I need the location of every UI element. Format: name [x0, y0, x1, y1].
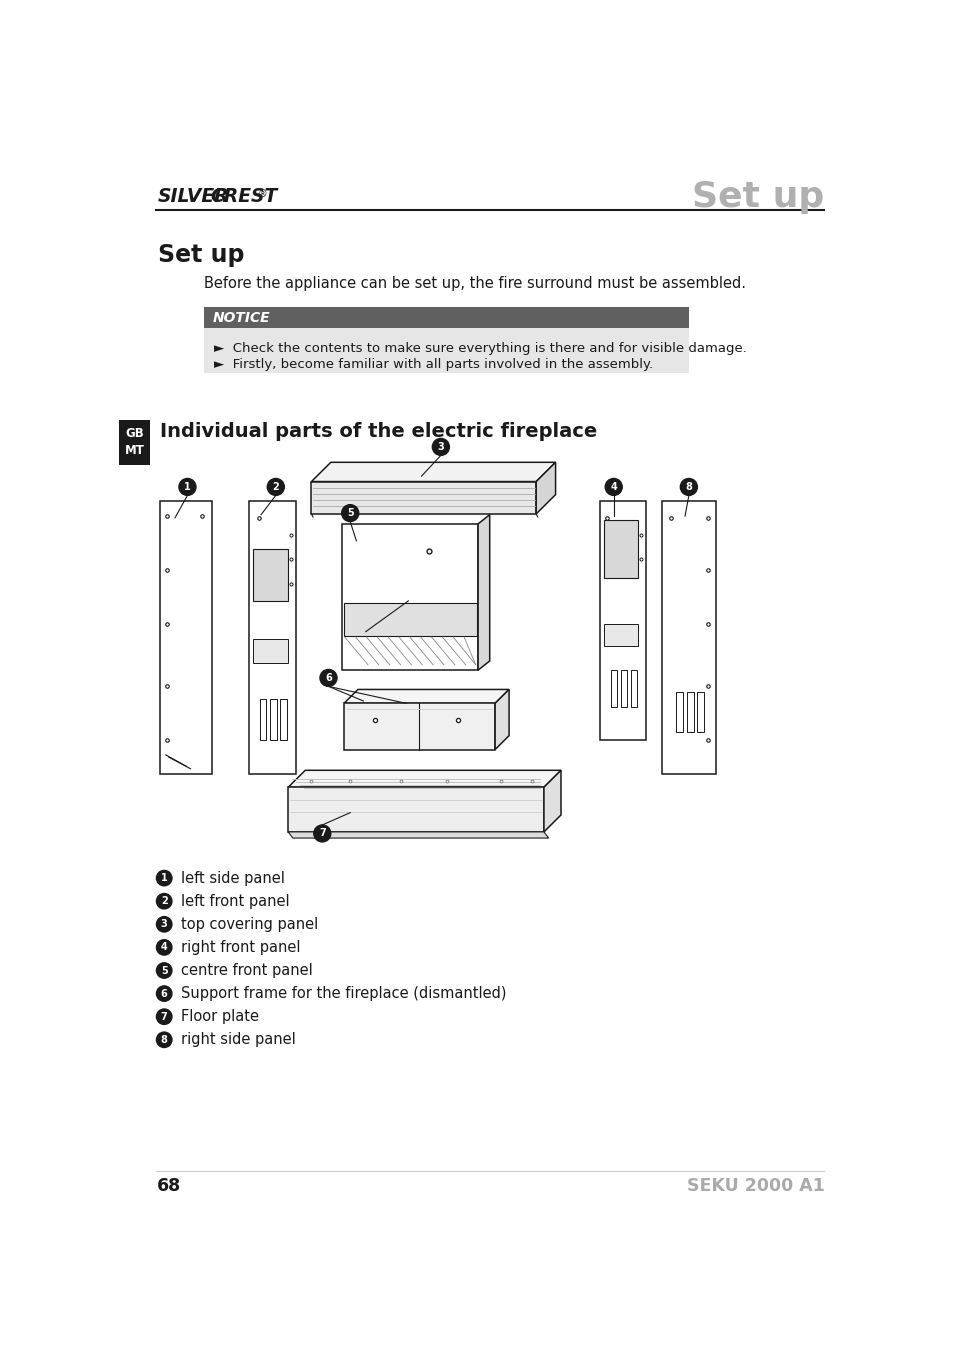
Text: 8: 8: [161, 1035, 168, 1045]
Text: 8: 8: [684, 482, 692, 491]
Text: left front panel: left front panel: [181, 894, 290, 909]
Bar: [204, 306, 688, 328]
Text: CREST: CREST: [211, 188, 277, 207]
Text: 3: 3: [437, 441, 444, 452]
Text: Individual parts of the electric fireplace: Individual parts of the electric firepla…: [159, 423, 597, 441]
Bar: [253, 548, 288, 601]
Polygon shape: [311, 482, 536, 514]
Bar: [119, 420, 150, 464]
Text: 2: 2: [273, 482, 279, 491]
Circle shape: [156, 917, 172, 932]
Text: Before the appliance can be set up, the fire surround must be assembled.: Before the appliance can be set up, the …: [204, 275, 745, 292]
Text: Set up: Set up: [692, 180, 823, 213]
Text: SILVER: SILVER: [158, 188, 230, 207]
Bar: [253, 640, 288, 663]
Text: SEKU 2000 A1: SEKU 2000 A1: [686, 1177, 823, 1195]
Bar: [697, 691, 703, 732]
Circle shape: [156, 871, 172, 886]
Text: 6: 6: [161, 988, 168, 999]
Circle shape: [156, 986, 172, 1002]
Text: 2: 2: [161, 896, 168, 906]
Text: 1: 1: [161, 873, 168, 883]
Polygon shape: [344, 703, 495, 749]
Circle shape: [604, 478, 621, 495]
Text: 3: 3: [161, 919, 168, 929]
Bar: [603, 624, 638, 645]
Text: 1: 1: [184, 482, 191, 491]
Polygon shape: [288, 787, 543, 832]
Circle shape: [156, 940, 172, 954]
Polygon shape: [288, 832, 548, 838]
Circle shape: [341, 505, 358, 521]
Bar: [675, 691, 682, 732]
Bar: [630, 670, 637, 707]
Text: 5: 5: [161, 965, 168, 976]
Bar: [260, 699, 266, 740]
Circle shape: [179, 478, 195, 495]
Text: 7: 7: [161, 1011, 168, 1022]
Text: Floor plate: Floor plate: [181, 1010, 259, 1025]
Text: 4: 4: [161, 942, 168, 952]
Text: left side panel: left side panel: [181, 871, 285, 886]
Text: 7: 7: [318, 829, 325, 838]
Text: ►  Check the contents to make sure everything is there and for visible damage.: ► Check the contents to make sure everyt…: [213, 342, 746, 355]
Bar: [344, 603, 476, 636]
Bar: [610, 670, 617, 707]
Bar: [686, 691, 693, 732]
Text: 6: 6: [325, 672, 332, 683]
Circle shape: [432, 439, 449, 455]
Bar: [280, 699, 286, 740]
Polygon shape: [477, 514, 489, 670]
Circle shape: [267, 478, 284, 495]
Text: GB
MT: GB MT: [125, 428, 145, 458]
Text: 5: 5: [347, 508, 354, 518]
Circle shape: [156, 1008, 172, 1025]
Text: centre front panel: centre front panel: [181, 963, 313, 977]
Circle shape: [679, 478, 697, 495]
Text: Support frame for the fireplace (dismantled): Support frame for the fireplace (dismant…: [181, 986, 506, 1002]
Text: 68: 68: [156, 1177, 180, 1195]
Bar: [270, 699, 276, 740]
Text: right front panel: right front panel: [181, 940, 300, 954]
Text: 4: 4: [610, 482, 617, 491]
Bar: [159, 501, 212, 774]
Circle shape: [156, 1033, 172, 1048]
Circle shape: [319, 670, 336, 686]
Polygon shape: [536, 462, 555, 514]
Bar: [661, 501, 716, 774]
Bar: [603, 520, 638, 578]
Polygon shape: [344, 690, 509, 703]
Text: ►  Firstly, become familiar with all parts involved in the assembly.: ► Firstly, become familiar with all part…: [213, 358, 652, 371]
Text: top covering panel: top covering panel: [181, 917, 318, 932]
Polygon shape: [543, 771, 560, 832]
Circle shape: [156, 963, 172, 979]
Bar: [342, 524, 477, 670]
Polygon shape: [495, 690, 509, 749]
Circle shape: [156, 894, 172, 909]
Bar: [249, 501, 295, 774]
Text: ®: ®: [257, 189, 267, 200]
Polygon shape: [311, 462, 555, 482]
Bar: [599, 501, 645, 740]
Bar: [620, 670, 626, 707]
Text: Set up: Set up: [158, 243, 244, 267]
Polygon shape: [288, 771, 560, 787]
Text: right side panel: right side panel: [181, 1033, 295, 1048]
Bar: [204, 328, 688, 373]
Text: NOTICE: NOTICE: [212, 310, 270, 324]
Circle shape: [314, 825, 331, 842]
